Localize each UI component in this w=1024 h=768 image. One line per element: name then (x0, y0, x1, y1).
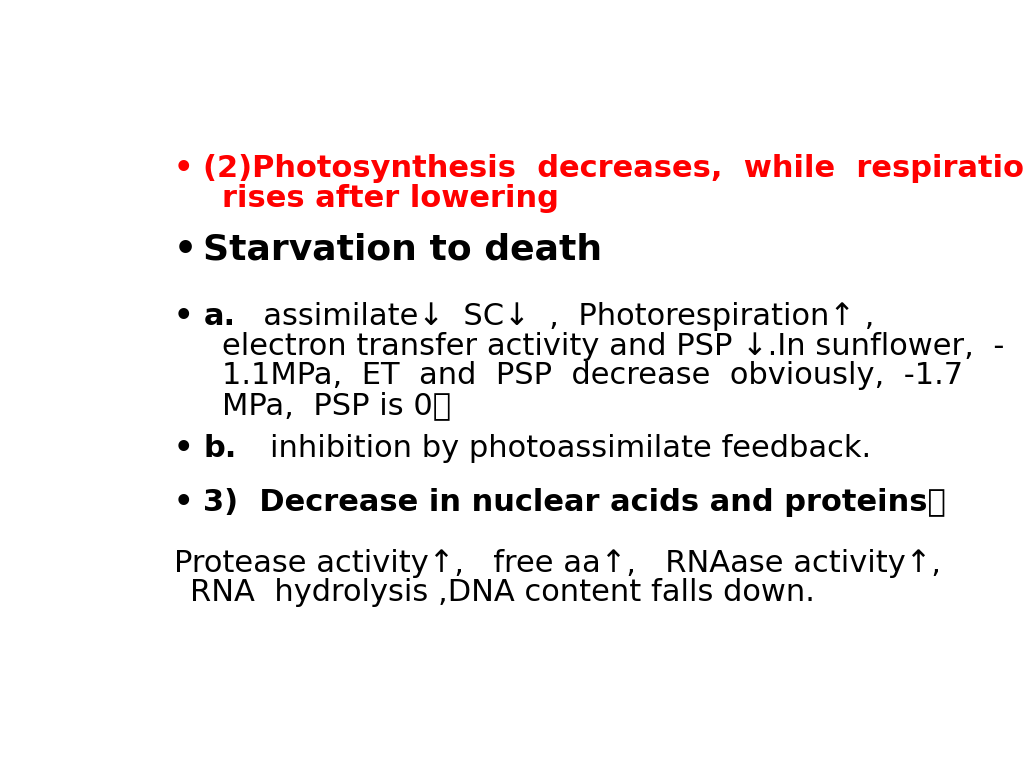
Text: RNA  hydrolysis ,DNA content falls down.: RNA hydrolysis ,DNA content falls down. (189, 578, 815, 607)
Text: 3)  Decrease in nuclear acids and proteins。: 3) Decrease in nuclear acids and protein… (204, 488, 946, 518)
Text: electron transfer activity and PSP ↓.In sunflower,  -: electron transfer activity and PSP ↓.In … (221, 332, 1004, 361)
Text: (2)Photosynthesis  decreases,  while  respiration: (2)Photosynthesis decreases, while respi… (204, 154, 1024, 184)
Text: •: • (174, 488, 194, 518)
Text: a.: a. (204, 302, 236, 331)
Text: •: • (174, 302, 194, 331)
Text: inhibition by photoassimilate feedback.: inhibition by photoassimilate feedback. (231, 434, 871, 463)
Text: b.: b. (204, 434, 237, 463)
Text: Starvation to death: Starvation to death (204, 233, 602, 267)
Text: •: • (174, 154, 194, 184)
Text: assimilate↓  SC↓  ,  Photorespiration↑ ,: assimilate↓ SC↓ , Photorespiration↑ , (234, 302, 874, 331)
Text: 1.1MPa,  ET  and  PSP  decrease  obviously,  -1.7: 1.1MPa, ET and PSP decrease obviously, -… (221, 361, 963, 390)
Text: rises after lowering: rises after lowering (221, 184, 558, 213)
Text: •: • (174, 233, 198, 267)
Text: •: • (174, 434, 194, 463)
Text: MPa,  PSP is 0。: MPa, PSP is 0。 (221, 391, 451, 420)
Text: Protease activity↑,   free aa↑,   RNAase activity↑,: Protease activity↑, free aa↑, RNAase act… (174, 548, 941, 578)
